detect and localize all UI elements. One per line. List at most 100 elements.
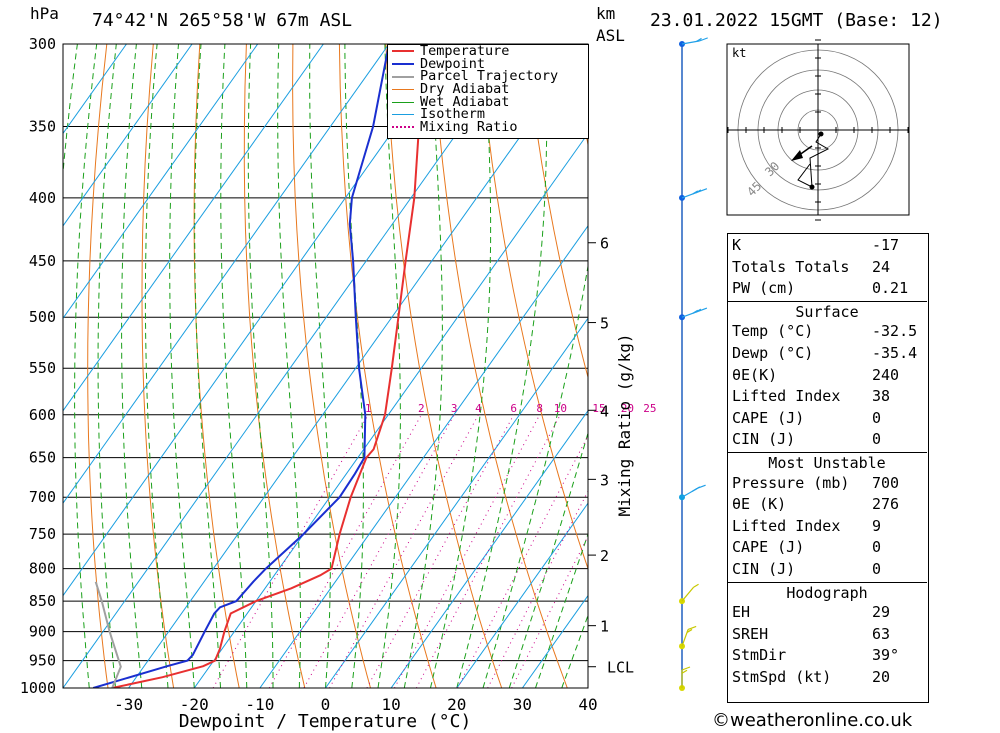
- hodograph-row: SREH 63: [732, 624, 924, 646]
- index-value: 38: [872, 387, 891, 406]
- index-value: 0: [872, 560, 882, 578]
- mixing-ratio-lines: [212, 414, 588, 688]
- mixing-ratio-label: 15: [592, 402, 605, 415]
- legend-item-mixing-ratio: Mixing Ratio: [388, 121, 588, 134]
- pressure-tick-label: 900: [29, 623, 56, 641]
- index-value: 20: [872, 668, 891, 686]
- height-label: LCL: [607, 659, 634, 677]
- wind-barb-flag: [699, 37, 708, 42]
- pressure-tick-label: 600: [29, 406, 56, 424]
- index-label: Pressure (mb): [732, 473, 850, 492]
- hodograph-row: StmDir 39°: [732, 645, 924, 667]
- isotherm-line: [63, 44, 259, 320]
- pressure-tick-label: 300: [29, 35, 56, 53]
- index-value: 276: [872, 495, 900, 514]
- hodograph-point-top: [818, 131, 824, 137]
- credit-label: ©weatheronline.co.uk: [712, 710, 913, 731]
- pressure-tick-label: 450: [29, 252, 56, 270]
- index-label: CAPE (J): [732, 538, 805, 557]
- pressure-tick-label: 800: [29, 560, 56, 578]
- location-title: 74°42'N 265°58'W 67m ASL: [92, 10, 353, 31]
- isotherm-line: [325, 317, 588, 688]
- index-value: 0: [872, 430, 882, 449]
- most-unstable-row: Lifted Index 9: [732, 516, 924, 538]
- isotherm-line: [63, 44, 390, 504]
- x-tick-label: 20: [447, 695, 466, 714]
- index-value: 39°: [872, 646, 900, 665]
- index-value: 0.21: [872, 279, 909, 298]
- wet-adiabat-line: [508, 431, 588, 688]
- wet-adiabat-line: [97, 44, 117, 688]
- wet-adiabat-line: [74, 44, 98, 688]
- isotherm-line: [63, 44, 324, 412]
- wind-barb-flag: [691, 487, 698, 492]
- wet-adiabat-line: [121, 44, 143, 688]
- isotherm-line: [63, 44, 193, 227]
- dry-adiabat-line: [243, 44, 306, 688]
- wet-adiabat-line: [561, 613, 588, 688]
- mixing-ratio-line: [394, 414, 541, 688]
- pressure-tick-label: 650: [29, 449, 56, 467]
- isotherm-line: [63, 44, 521, 688]
- wet-adiabat-line: [430, 44, 492, 688]
- dry-adiabat-line: [141, 44, 175, 688]
- wind-barb-flag: [698, 188, 708, 193]
- pressure-tick-label: 700: [29, 488, 56, 506]
- isotherm-line: [63, 44, 456, 597]
- index-label: SREH: [732, 624, 769, 643]
- isotherm-line: [193, 132, 588, 688]
- index-label: StmDir: [732, 646, 787, 665]
- x-tick-label: -20: [180, 695, 209, 714]
- dry-adiabat-line: [338, 44, 437, 688]
- wind-barb-flag: [692, 190, 699, 195]
- wet-adiabat-line: [247, 44, 274, 688]
- section-title-most-unstable: Most Unstable: [768, 454, 886, 472]
- index-label: K: [732, 236, 742, 254]
- surface-row: CAPE (J) 0: [732, 408, 924, 430]
- index-label: CAPE (J): [732, 408, 805, 427]
- height-label: 1: [600, 618, 609, 636]
- x-tick-label: 30: [513, 695, 532, 714]
- height-label: 5: [600, 315, 609, 333]
- wet-adiabat-line: [169, 44, 195, 688]
- most-unstable-row: CIN (J) 0: [732, 559, 924, 581]
- datetime-label: 23.01.2022 15GMT (Base: 12): [650, 10, 943, 31]
- mixing-ratio-label: 6: [510, 402, 517, 415]
- dewpoint-line: [92, 44, 390, 688]
- x-tick-label: -30: [114, 695, 143, 714]
- index-label: PW (cm): [732, 279, 796, 298]
- legend-item-dry-adiabat: Dry Adiabat: [388, 82, 588, 96]
- dry-adiabat-line: [478, 44, 588, 571]
- index-label: Totals Totals: [732, 257, 850, 276]
- most-unstable-row: θE (K) 276: [732, 494, 924, 516]
- index-label: CIN (J): [732, 430, 796, 449]
- section-divider: [727, 581, 927, 583]
- surface-row: Dewp (°C) -35.4: [732, 343, 924, 365]
- mixing-ratio-label: 25: [643, 402, 656, 415]
- dry-adiabat-line: [525, 44, 588, 380]
- index-label: θE (K): [732, 495, 787, 514]
- index-label: StmSpd (kt): [732, 668, 832, 686]
- wind-barb-flag: [686, 628, 693, 633]
- mixing-ratio-line: [329, 414, 479, 688]
- x-tick-label: 10: [381, 695, 400, 714]
- wind-barb-flag: [681, 666, 691, 671]
- index-label: Dewp (°C): [732, 344, 814, 362]
- hodograph-row: StmSpd (kt) 20: [732, 667, 924, 689]
- dry-adiabat-line: [87, 44, 109, 688]
- index-label: Lifted Index: [732, 387, 841, 406]
- index-value: -17: [872, 236, 900, 254]
- wet-adiabat-lines: [63, 44, 588, 688]
- surface-row: θE(K) 240: [732, 365, 924, 387]
- index-label: EH: [732, 603, 751, 622]
- legend: Temperature Dewpoint Parcel Trajectory D…: [387, 44, 589, 139]
- index-row: K -17: [732, 235, 924, 257]
- index-value: 29: [872, 603, 891, 622]
- axis-labels: 3003504004505005506006507007508008509009…: [20, 35, 657, 732]
- wet-adiabat-line: [377, 44, 401, 688]
- profile-series: [92, 44, 430, 688]
- x-axis-label: Dewpoint / Temperature (°C): [179, 711, 472, 732]
- wet-adiabat-line: [535, 532, 588, 688]
